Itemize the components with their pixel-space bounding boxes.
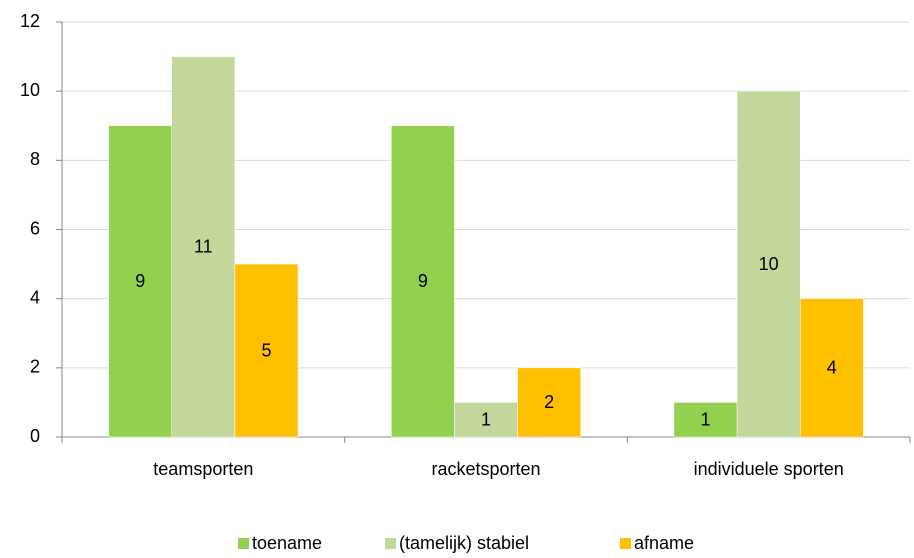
bar — [799, 298, 864, 438]
data-label: 1 — [481, 409, 491, 429]
bar — [391, 125, 455, 438]
y-tick-label: 8 — [30, 149, 40, 169]
bar — [517, 367, 581, 438]
y-tick-label: 2 — [30, 357, 40, 377]
x-tick-label: teamsporten — [153, 459, 253, 479]
bar — [108, 125, 173, 438]
data-label: 5 — [261, 340, 271, 360]
data-label: 9 — [135, 271, 145, 291]
y-tick-label: 12 — [20, 11, 40, 31]
x-tick-label: racketsporten — [431, 459, 540, 479]
x-tick-label: individuele sporten — [694, 459, 844, 479]
bar — [454, 402, 518, 438]
bar — [171, 56, 236, 438]
legend-label: afname — [634, 533, 694, 553]
legend-label: (tamelijk) stabiel — [399, 533, 529, 553]
bar — [736, 90, 801, 438]
data-label: 9 — [418, 271, 428, 291]
data-label: 2 — [544, 392, 554, 412]
y-tick-label: 4 — [30, 287, 40, 307]
legend-swatch — [385, 538, 396, 549]
data-label: 4 — [827, 358, 837, 378]
data-label: 10 — [759, 254, 779, 274]
legend-label: toename — [252, 533, 322, 553]
bar — [234, 263, 299, 438]
y-tick-label: 6 — [30, 218, 40, 238]
data-label: 1 — [701, 409, 711, 429]
legend-swatch — [238, 538, 249, 549]
y-tick-label: 10 — [20, 80, 40, 100]
y-tick-label: 0 — [30, 426, 40, 446]
data-label: 11 — [194, 237, 213, 257]
legend-swatch — [620, 538, 631, 549]
